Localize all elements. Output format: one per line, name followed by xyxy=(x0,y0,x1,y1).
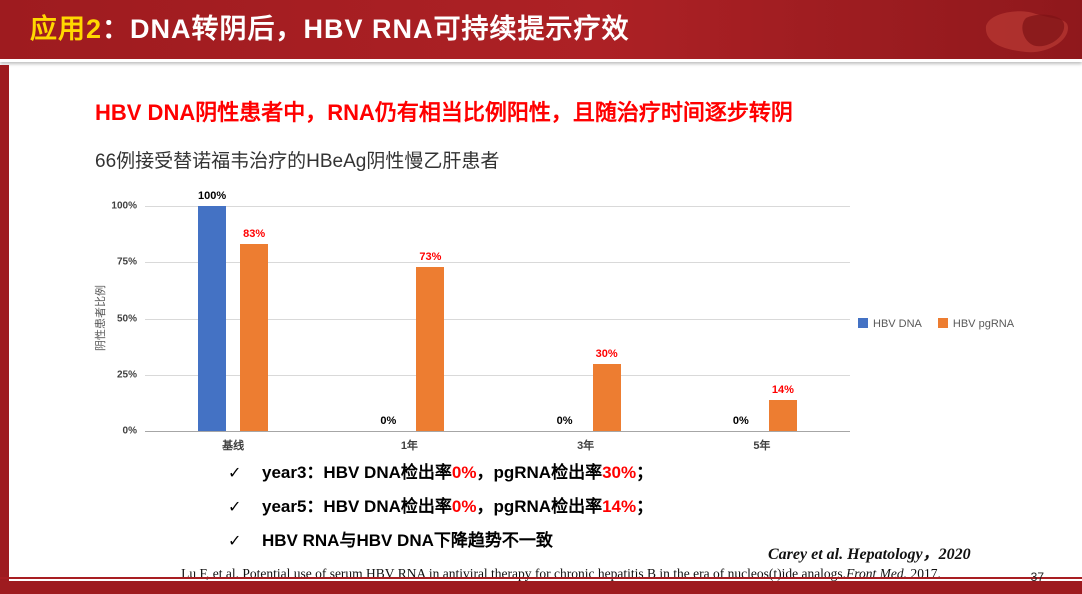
y-tick-label: 50% xyxy=(116,313,137,324)
bar-value-label: 0% xyxy=(556,415,573,427)
bullet-item: ✓ year5：HBV DNA检出率0%，pgRNA检出率14%； xyxy=(228,492,653,517)
bar-value-label: 83% xyxy=(243,228,266,241)
liver-decoration-icon xyxy=(976,4,1072,63)
gridline xyxy=(145,206,850,207)
bullet-list: ✓ year3：HBV DNA检出率0%，pgRNA检出率30%； ✓ year5：H… xyxy=(228,458,653,560)
y-tick-label: 75% xyxy=(116,256,137,268)
bullet-text: year3：HBV DNA检出率 xyxy=(262,463,452,482)
title-banner: 应用2：DNA转阴后，HBV RNA可持续提示疗效 xyxy=(0,0,1082,62)
bar-value-label: 0% xyxy=(732,415,749,427)
legend-label: HBV DNA xyxy=(873,318,922,330)
check-icon: ✓ xyxy=(228,499,242,516)
bar-chart: 阴性患者比例 0% 25% 50% 75% 100% 基线 100% 83% 1年 0% 73% 3年… xyxy=(85,190,1035,454)
bar-hbv-pgrna xyxy=(768,399,797,431)
bullet-text: 14% xyxy=(602,497,637,516)
y-tick-label: 25% xyxy=(116,369,137,381)
bar-value-label: 0% xyxy=(380,415,397,427)
x-category-label: 基线 xyxy=(222,440,245,452)
check-icon: ✓ xyxy=(228,533,242,550)
bullet-text: year5：HBV DNA检出率 xyxy=(262,497,452,516)
legend-item: HBV pgRNA xyxy=(937,318,1015,330)
x-category-label: 1年 xyxy=(400,440,418,452)
gridline xyxy=(145,262,850,264)
bar-value-label: 100% xyxy=(198,190,227,202)
bar-hbv-dna xyxy=(198,206,227,431)
y-tick-label: 0% xyxy=(122,425,137,437)
legend-swatch-icon xyxy=(858,318,868,328)
bullet-text: ，pgRNA检出率 xyxy=(476,497,603,516)
gridline xyxy=(145,374,850,376)
headline: HBV DNA阴性患者中，RNA仍有相当比例阳性，且随治疗时间逐步转阴 xyxy=(95,100,793,125)
x-category-label: 3年 xyxy=(577,440,595,452)
bullet-text: HBV RNA与HBV DNA下降趋势不一致 xyxy=(262,531,553,550)
plot-area: 0% 25% 50% 75% 100% 基线 100% 83% 1年 0% 73% 3年 0% 30% 5年… xyxy=(111,190,850,452)
bottom-accent-line xyxy=(0,577,1082,579)
left-accent-stripe xyxy=(0,65,9,594)
slide-title: 应用2：DNA转阴后，HBV RNA可持续提示疗效 xyxy=(30,0,630,60)
bar-value-label: 73% xyxy=(419,250,442,263)
bar-value-label: 30% xyxy=(595,347,618,360)
slide-title-rest: ：DNA转阴后，HBV RNA可持续提示疗效 xyxy=(102,14,630,44)
bullet-text: ； xyxy=(636,463,654,482)
chart-subtitle: 66例接受替诺福韦治疗的HBeAg阴性慢乙肝患者 xyxy=(95,151,500,172)
bullet-text: 0% xyxy=(451,497,477,516)
bullet-text: 0% xyxy=(451,463,477,482)
citation-reference: Lu F, et al. Potential use of serum HBV … xyxy=(60,566,1062,582)
bullet-text: ，pgRNA检出率 xyxy=(476,463,603,482)
legend-label: HBV pgRNA xyxy=(952,318,1015,330)
bar-value-label: 14% xyxy=(771,383,794,396)
citation-primary: Carey et al. Hepatology，2020 xyxy=(768,546,971,563)
gridline xyxy=(145,431,850,432)
bullet-item: ✓ HBV RNA与HBV DNA下降趋势不一致 xyxy=(228,526,653,551)
bullet-item: ✓ year3：HBV DNA检出率0%，pgRNA检出率30%； xyxy=(228,458,653,483)
check-icon: ✓ xyxy=(228,465,242,482)
chart-legend: HBV DNA HBV pgRNA xyxy=(858,318,1014,330)
legend-item: HBV DNA xyxy=(858,318,922,330)
bar-hbv-pgrna xyxy=(592,363,621,431)
bullet-text: 30% xyxy=(602,463,637,482)
bottom-bar xyxy=(0,581,1082,594)
bar-hbv-pgrna xyxy=(240,244,269,431)
gridline xyxy=(145,318,850,320)
x-category-label: 5年 xyxy=(753,440,771,452)
legend-swatch-icon xyxy=(937,318,948,328)
y-tick-label: 100% xyxy=(111,200,137,212)
slide-title-highlight: 应用2 xyxy=(30,14,103,44)
bullet-text: ； xyxy=(636,497,654,516)
bar-hbv-pgrna xyxy=(416,266,445,431)
page-number: 37 xyxy=(1030,570,1044,584)
y-axis-label: 阴性患者比例 xyxy=(95,285,107,351)
